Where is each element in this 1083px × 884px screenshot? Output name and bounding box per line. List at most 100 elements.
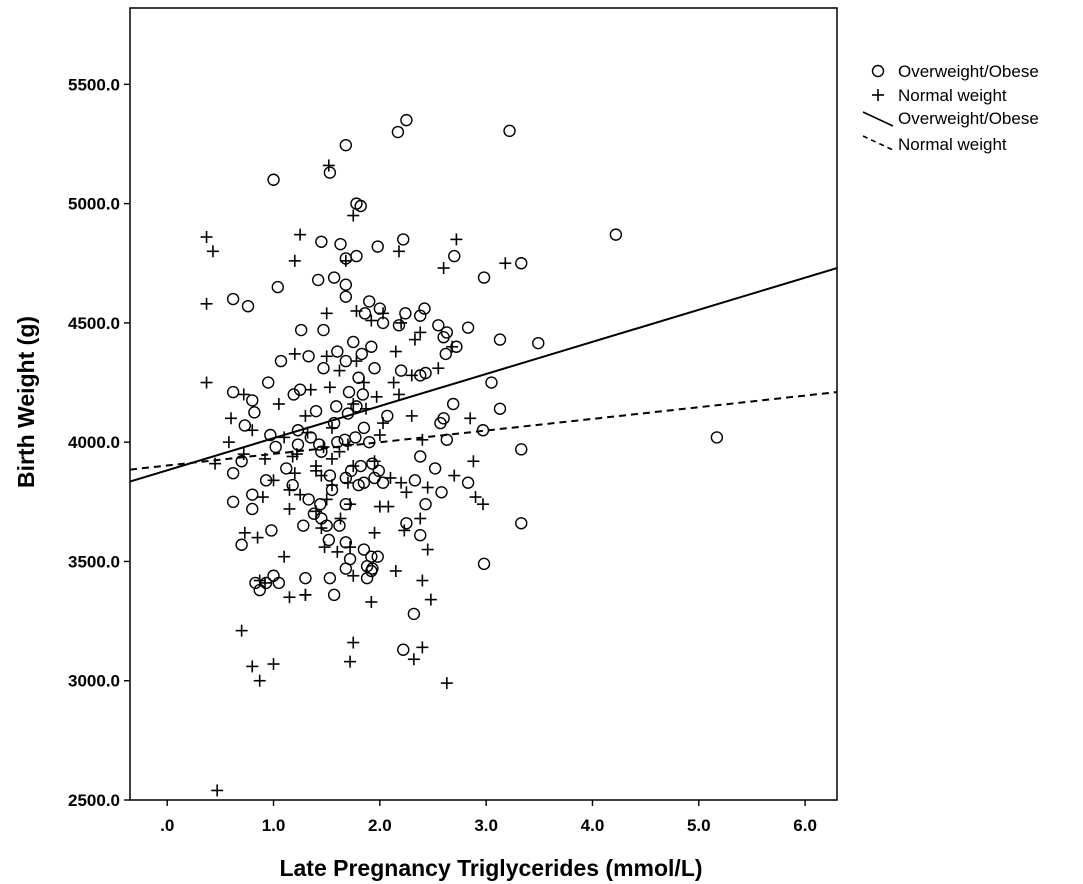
data-point-plus [318,541,331,554]
data-point-circle [710,431,724,444]
data-point-plus [200,297,213,310]
data-point-plus [448,469,461,482]
data-point-circle [439,347,452,361]
data-point-plus [398,524,411,537]
data-point-plus [414,326,427,339]
legend-plus-icon [872,89,884,101]
data-point-plus [272,398,285,410]
data-point-plus [408,333,421,346]
data-point-plus [446,340,459,353]
plot-area-frame [129,7,838,801]
data-point-circle [269,440,282,454]
data-point-circle [297,519,310,532]
data-points [200,113,724,797]
x-tick-label: 4.0 [581,816,605,835]
data-point-circle [226,292,240,306]
data-point-plus [416,574,429,587]
data-point-circle [408,474,422,487]
data-point-plus [400,486,413,499]
legend-label-normal-weight-marker: Normal weight [898,86,1007,105]
data-point-circle [366,457,379,470]
data-point-circle [238,419,252,432]
data-point-circle [323,571,337,585]
data-point-plus [200,231,213,244]
data-point-circle [357,421,371,435]
data-point-circle [485,376,498,389]
data-point-circle [371,240,384,253]
data-point-circle [349,431,362,444]
data-point-plus [405,369,418,382]
data-point-plus [476,498,489,511]
data-point-plus [299,409,312,422]
data-point-circle [322,533,336,547]
data-point-plus [278,431,291,444]
data-point-plus [339,254,352,267]
data-point-plus [259,576,272,589]
data-point-circle [515,257,528,270]
data-point-plus [253,574,266,587]
data-point-circle [371,550,384,563]
data-point-plus [334,512,347,525]
data-point-plus [347,460,360,473]
data-point-circle [515,517,528,530]
data-point-circle [414,309,427,322]
data-point-plus [416,641,429,654]
data-point-circle [350,400,363,413]
data-point-circle [235,538,248,551]
data-point-circle [302,493,315,506]
data-point-circle [334,237,347,251]
data-point-circle [226,385,240,399]
data-point-circle [477,271,491,284]
data-point-plus [322,159,335,172]
data-point-circle [347,335,360,349]
data-point-plus [395,316,408,329]
data-point-circle [294,323,308,337]
data-point-circle [333,519,346,532]
data-point-circle [339,138,353,152]
data-point-circle [400,113,413,127]
y-tick-label: 5500.0 [68,75,120,94]
data-point-circle [394,364,408,377]
data-point-plus [278,550,291,563]
data-point-plus [341,438,354,451]
data-point-circle [315,235,328,248]
data-point-circle [399,307,412,320]
data-point-circle [365,340,378,353]
data-point-plus [437,262,450,275]
data-point-plus [299,588,312,601]
data-point-circle [246,488,259,501]
y-tick-label: 3500.0 [68,552,120,571]
x-axis-title: Late Pregnancy Triglycerides (mmol/L) [279,855,702,881]
data-point-plus [222,436,235,449]
data-point-plus [246,424,259,437]
data-point-circle [327,588,341,602]
data-point-circle [274,354,288,368]
data-point-plus [209,457,222,470]
data-point-plus [365,314,378,327]
data-point-plus [323,381,336,394]
data-point-circle [352,371,365,384]
data-point-circle [400,517,413,530]
data-point-circle [354,199,367,213]
fit-line-solid [129,267,838,483]
data-point-circle [356,388,370,401]
data-point-plus [333,445,346,458]
data-point-circle [363,435,376,449]
data-point-plus [450,233,463,246]
y-tick-label: 4500.0 [68,314,120,333]
data-point-circle [327,271,341,284]
axis-ticks: .0 1.0 2.0 3.0 4.0 5.0 6.0 2500.0 3000.0 3500.0 40… [68,75,817,835]
data-point-circle [339,290,353,303]
x-tick-label: .0 [160,816,174,835]
data-point-plus [326,479,338,492]
data-point-circle [241,299,255,313]
data-point-plus [344,541,357,554]
data-point-plus [382,500,395,513]
data-point-circle [391,125,405,139]
data-point-plus [235,624,248,637]
data-point-circle [265,524,278,537]
data-point-circle [461,476,475,489]
data-point-circle [407,607,421,621]
y-tick-label: 2500.0 [68,791,120,810]
data-point-circle [267,173,280,186]
